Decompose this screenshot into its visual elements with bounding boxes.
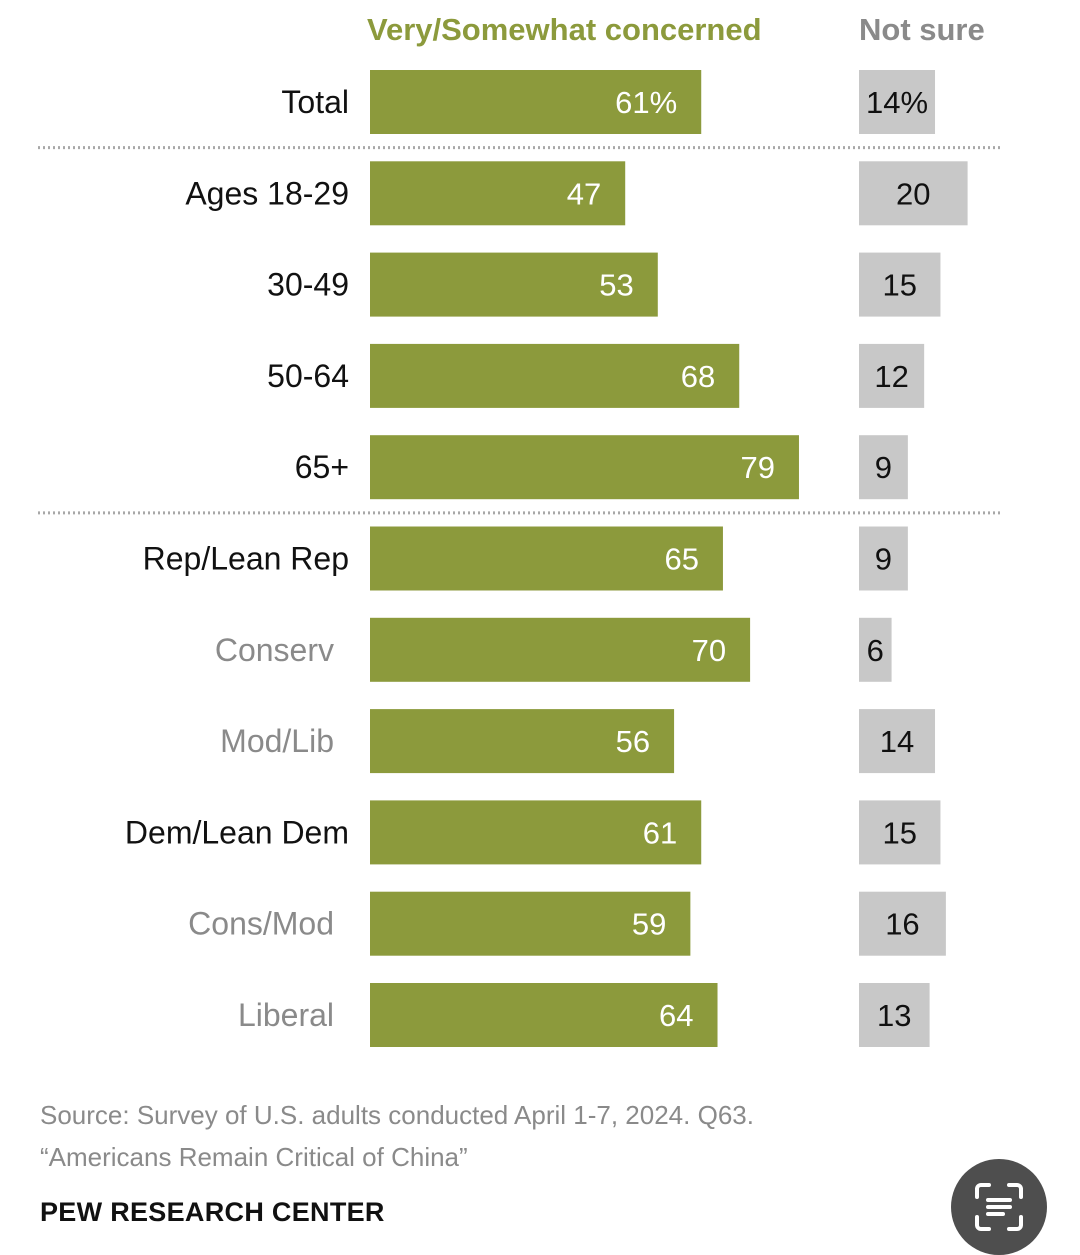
not-sure-bar [859, 161, 968, 226]
source-note: Source: Survey of U.S. adults conducted … [40, 1094, 754, 1178]
concerned-bar [370, 70, 702, 134]
category-label: 30-49 [267, 267, 349, 303]
not-sure-value-label: 13 [877, 998, 911, 1033]
not-sure-column-header: Not sure [859, 12, 985, 47]
concerned-value-label: 56 [616, 724, 650, 759]
concerned-bar [370, 252, 658, 317]
category-label: Conserv [215, 632, 334, 668]
category-label: Rep/Lean Rep [143, 541, 349, 577]
concerned-bar [370, 617, 751, 682]
category-label: Dem/Lean Dem [125, 814, 349, 850]
category-label: Cons/Mod [188, 906, 334, 942]
not-sure-bar [859, 800, 941, 865]
concerned-bar [370, 435, 799, 500]
concerned-value-label: 59 [632, 907, 666, 942]
scan-text-icon [975, 1183, 1023, 1231]
not-sure-bar [859, 252, 941, 317]
bar-chart: Total 61% 14% Ages 18-29 47 20 30-49 53 15 50-64 6… [38, 70, 1000, 1047]
category-label: Ages 18-29 [185, 175, 349, 211]
not-sure-value-label: 15 [882, 815, 916, 850]
concerned-value-label: 61 [643, 815, 677, 850]
category-label: Liberal [238, 997, 334, 1033]
not-sure-value-label: 20 [896, 176, 930, 211]
not-sure-bar [859, 435, 908, 500]
not-sure-bar [859, 983, 930, 1047]
concerned-value-label: 53 [599, 268, 633, 303]
concerned-bar [370, 983, 718, 1047]
source-line-2: “Americans Remain Critical of China” [40, 1142, 468, 1172]
not-sure-value-label: 9 [875, 542, 892, 577]
not-sure-bar [859, 343, 925, 408]
category-label: 65+ [295, 449, 349, 485]
concerned-value-label: 68 [681, 359, 715, 394]
concerned-value-label: 61% [615, 85, 677, 120]
not-sure-bar [859, 617, 892, 682]
concerned-value-label: 70 [692, 633, 726, 668]
concerned-bar [370, 161, 626, 226]
concerned-value-label: 64 [659, 998, 693, 1033]
concerned-bar [370, 526, 723, 591]
not-sure-value-label: 14% [866, 85, 928, 120]
not-sure-bar [859, 891, 946, 956]
concerned-value-label: 47 [567, 176, 601, 211]
source-line-1: Source: Survey of U.S. adults conducted … [40, 1100, 754, 1130]
concerned-bar [370, 800, 702, 865]
not-sure-value-label: 6 [867, 633, 884, 668]
not-sure-value-label: 9 [875, 450, 892, 485]
category-label: 50-64 [267, 358, 349, 394]
not-sure-value-label: 15 [882, 268, 916, 303]
brand-logo-text: PEW RESEARCH CENTER [40, 1197, 385, 1227]
concerned-column-header: Very/Somewhat concerned [367, 12, 762, 47]
concerned-value-label: 79 [740, 450, 774, 485]
concerned-bar [370, 343, 740, 408]
not-sure-value-label: 12 [874, 359, 908, 394]
not-sure-bar [859, 526, 908, 591]
concerned-value-label: 65 [664, 542, 698, 577]
not-sure-bar [859, 709, 936, 774]
not-sure-value-label: 14 [880, 724, 914, 759]
not-sure-bar [859, 70, 936, 134]
not-sure-value-label: 16 [885, 907, 919, 942]
scan-text-button[interactable] [951, 1159, 1047, 1255]
concerned-bar [370, 891, 691, 956]
category-label: Total [281, 84, 349, 120]
category-label: Mod/Lib [220, 723, 334, 759]
concerned-bar [370, 709, 675, 774]
